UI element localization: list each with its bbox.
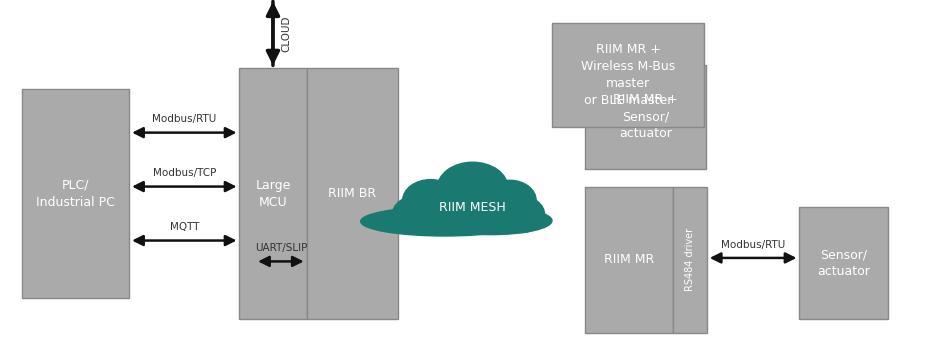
FancyBboxPatch shape — [585, 186, 673, 333]
FancyBboxPatch shape — [552, 23, 704, 127]
FancyBboxPatch shape — [673, 186, 707, 333]
Text: Sensor/
actuator: Sensor/ actuator — [817, 248, 870, 278]
Text: CLOUD: CLOUD — [281, 15, 291, 52]
Text: Modbus/RTU: Modbus/RTU — [721, 240, 785, 250]
Text: RIIM MR +
Wireless M-Bus
master
or BLE master: RIIM MR + Wireless M-Bus master or BLE m… — [581, 43, 675, 107]
Ellipse shape — [395, 191, 522, 232]
Ellipse shape — [392, 195, 445, 233]
Text: RIIM MR +
Sensor/
actuator: RIIM MR + Sensor/ actuator — [613, 93, 678, 140]
Text: PLC/
Industrial PC: PLC/ Industrial PC — [37, 178, 115, 209]
Text: MQTT: MQTT — [169, 222, 199, 232]
Text: RIIM BR: RIIM BR — [329, 187, 376, 200]
Text: RS484 driver: RS484 driver — [685, 228, 695, 291]
Ellipse shape — [437, 162, 508, 214]
Text: Modbus/RTU: Modbus/RTU — [153, 114, 216, 125]
Text: RIIM MR: RIIM MR — [604, 253, 654, 266]
Text: UART/SLIP: UART/SLIP — [255, 243, 307, 253]
Text: Large
MCU: Large MCU — [256, 178, 291, 209]
Ellipse shape — [484, 180, 536, 221]
Ellipse shape — [498, 196, 545, 232]
Ellipse shape — [438, 188, 541, 230]
Ellipse shape — [431, 207, 552, 235]
Ellipse shape — [402, 180, 459, 222]
Text: RIIM MESH: RIIM MESH — [439, 201, 506, 214]
Text: Modbus/TCP: Modbus/TCP — [153, 168, 216, 178]
Ellipse shape — [360, 207, 529, 236]
FancyBboxPatch shape — [799, 207, 888, 319]
FancyBboxPatch shape — [240, 68, 307, 319]
FancyBboxPatch shape — [585, 65, 706, 169]
FancyBboxPatch shape — [307, 68, 398, 319]
FancyBboxPatch shape — [22, 89, 129, 298]
